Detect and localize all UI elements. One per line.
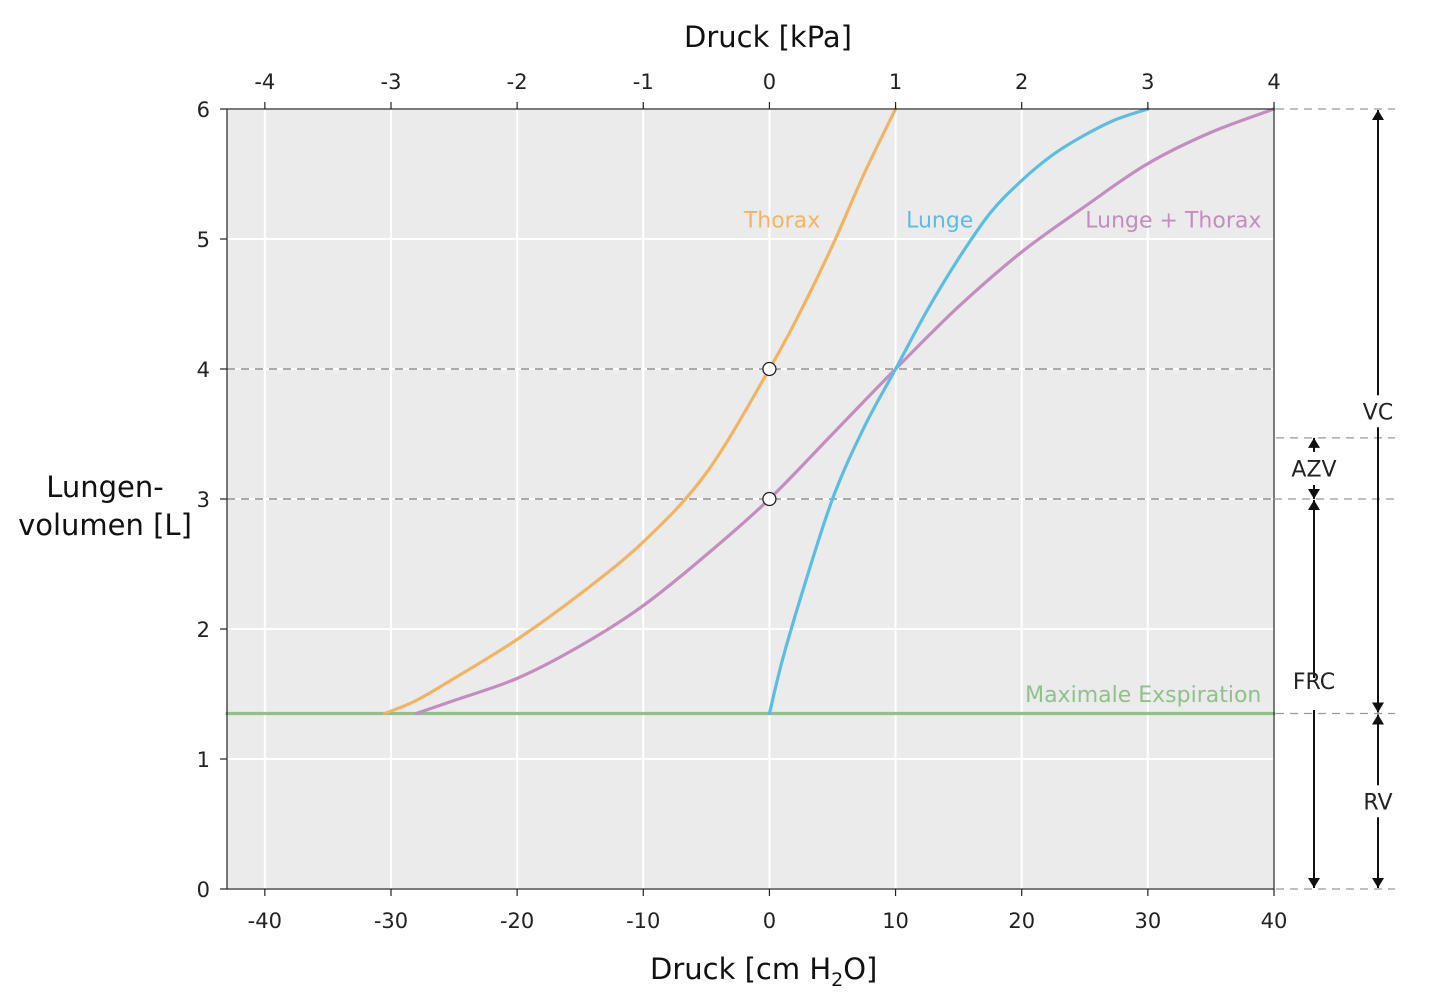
y-axis-title-line-2: volumen [L] [18,508,192,542]
range-rv-label: RV [1363,790,1392,815]
series-line-lunge [767,107,1150,716]
y-tick-label: 6 [197,98,210,122]
series-line-lunge-thorax [414,107,1276,716]
x-axis-title-part-1: Druck [cm H [650,952,832,986]
x-axis-title-subscript: 2 [831,968,844,991]
series-label: Thorax [743,209,820,234]
markers [762,361,777,507]
x-tick-label: -20 [500,909,534,933]
x-tick-label: 10 [882,909,909,933]
x-top-tick-label: 3 [1141,70,1154,94]
volume-ranges: VC RV AZV FRC [1274,108,1395,890]
series-labels: Thorax Lunge Lunge + Thorax Maximale Exspir… [743,209,1262,709]
x-top-tick-label: 4 [1267,70,1280,94]
equilibrium-point [762,361,777,377]
series-label: Lunge + Thorax [1085,209,1261,234]
y-tick-label: 2 [197,618,210,642]
x-tick-label: 20 [1008,909,1035,933]
x-top-tick-label: 1 [889,70,902,94]
y-axis-title-line-1: Lungen- [46,470,164,504]
series-label: Maximale Exspiration [1025,683,1261,708]
y-tick-label: 4 [197,358,210,382]
ticks: -40-4-30-3-20-2-10-100101202303404012345… [197,70,1288,933]
range-azv-label: AZV [1291,457,1336,482]
x-axis-title-part-3: O] [843,952,878,986]
x-axis-title-bottom: Druck [cm H2O] [650,952,877,991]
series-line-thorax [383,107,898,716]
x-tick-label: -40 [248,909,282,933]
x-tick-label: 40 [1261,909,1288,933]
y-tick-label: 3 [197,488,210,512]
x-tick-label: -10 [626,909,660,933]
series-lines [225,107,1276,716]
x-tick-label: -30 [374,909,408,933]
x-tick-label: 0 [763,909,776,933]
x-top-tick-label: -4 [254,70,275,94]
y-axis-title: Lungen- volumen [L] [0,468,210,544]
x-tick-label: 30 [1134,909,1161,933]
equilibrium-point [762,491,777,507]
reference-lines [227,368,1274,500]
x-top-tick-label: 2 [1015,70,1028,94]
range-vc-label: VC [1363,400,1393,425]
y-tick-label: 0 [197,878,210,902]
x-top-tick-label: -3 [381,70,402,94]
range-frc-label: FRC [1293,670,1335,695]
series-label: Lunge [906,209,973,234]
y-tick-label: 5 [197,228,210,252]
y-tick-label: 1 [197,748,210,772]
x-top-tick-label: 0 [763,70,776,94]
x-top-tick-label: -1 [633,70,654,94]
x-axis-title-top: Druck [kPa] [684,20,852,54]
x-top-tick-label: -2 [507,70,528,94]
